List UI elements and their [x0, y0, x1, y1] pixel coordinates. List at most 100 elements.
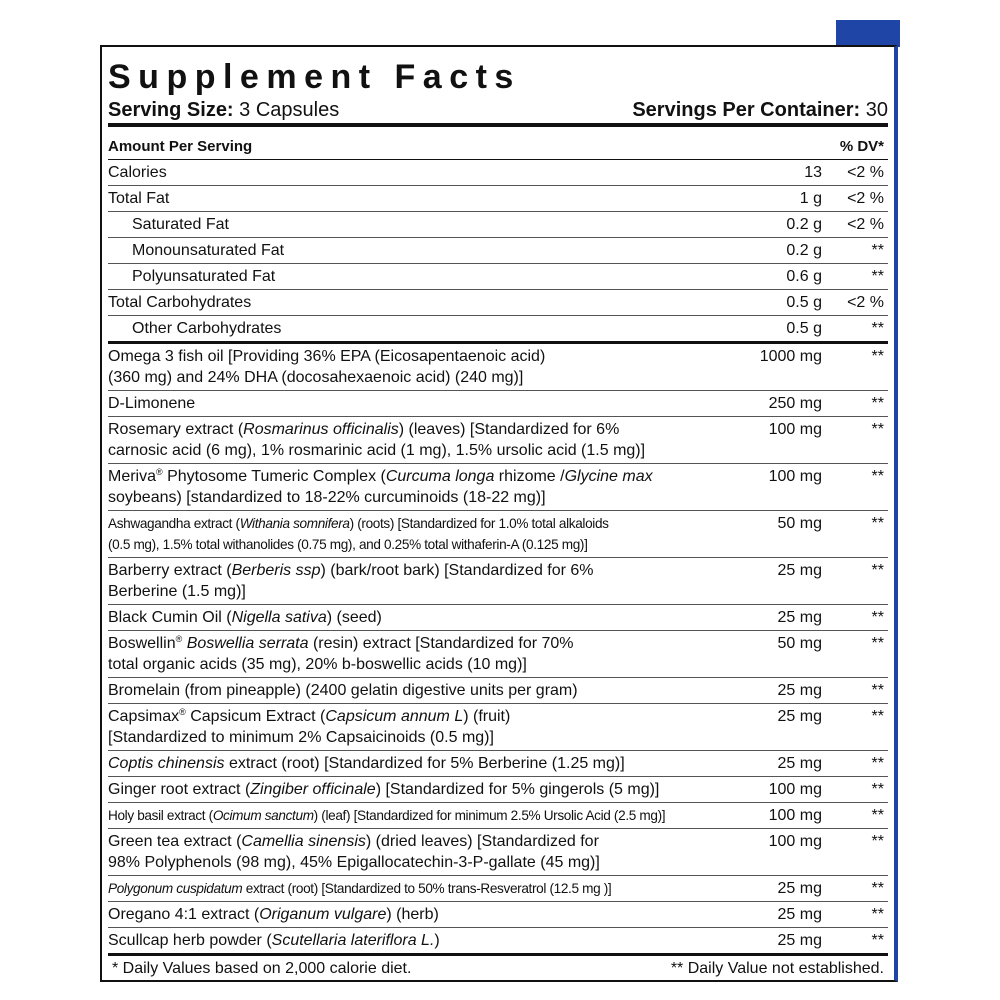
ingredient-dv: **: [871, 468, 884, 485]
ingredient-name: Coptis chinensis extract (root) [Standar…: [108, 753, 712, 774]
ingredient-line: (0.5 mg), 1.5% total withanolides (0.75 …: [108, 534, 712, 555]
text-segment: Berberine (1.5 mg)]: [108, 583, 246, 600]
serving-info: Serving Size: 3 Capsules Servings Per Co…: [108, 97, 888, 127]
ingredient-line: Black Cumin Oil (Nigella sativa) (seed): [108, 607, 712, 628]
nutrient-dv: **: [871, 268, 884, 285]
text-segment: Capsicum Extract (: [185, 708, 326, 725]
ingredient-amount: 25 mg: [777, 562, 822, 579]
latin-name: Capsicum annum L: [325, 708, 464, 725]
ingredient-row: D-Limonene 250 mg **: [108, 391, 888, 417]
ingredient-line: soybeans) [standardized to 18-22% curcum…: [108, 487, 712, 508]
ingredient-name: D-Limonene: [108, 393, 712, 414]
ingredient-line: Meriva® Phytosome Tumeric Complex (Curcu…: [108, 466, 712, 487]
ingredient-amount: 100 mg: [768, 468, 822, 485]
ingredient-line: Rosemary extract (Rosmarinus officinalis…: [108, 419, 712, 440]
ingredient-line: Omega 3 fish oil [Providing 36% EPA (Eic…: [108, 346, 712, 367]
latin-name: Boswellia serrata: [186, 635, 309, 652]
title: Supplement Facts: [108, 58, 521, 96]
ingredient-line: Ashwagandha extract (Withania somnifera)…: [108, 513, 712, 534]
ingredient-amount: 250 mg: [768, 395, 822, 412]
text-segment: soybeans) [standardized to 18-22% curcum…: [108, 489, 546, 506]
servings-label: Servings Per Container:: [632, 99, 861, 121]
text-segment: ) (roots) [Standardized for 1.0% total a…: [349, 516, 609, 531]
ingredient-row: Oregano 4:1 extract (Origanum vulgare) (…: [108, 902, 888, 928]
ingredient-amount: 25 mg: [777, 682, 822, 699]
nutrient-name: Polyunsaturated Fat: [132, 268, 276, 285]
ingredient-name: Capsimax® Capsicum Extract (Capsicum ann…: [108, 706, 712, 748]
text-segment: extract (root) [Standardized for 5% Berb…: [224, 755, 625, 772]
text-segment: rhizome /: [494, 468, 565, 485]
latin-name: Polygonum cuspidatum: [108, 881, 243, 896]
rows: Calories 13 <2 % Total Fat 1 g <2 % Saturated …: [108, 160, 888, 956]
nutrient-row: Calories 13 <2 %: [108, 160, 888, 186]
ingredient-amount: 25 mg: [777, 609, 822, 626]
ingredient-line: Oregano 4:1 extract (Origanum vulgare) (…: [108, 904, 712, 925]
nutrient-dv: **: [871, 242, 884, 259]
ingredient-row: Ashwagandha extract (Withania somnifera)…: [108, 511, 888, 558]
ingredient-name: Black Cumin Oil (Nigella sativa) (seed): [108, 607, 712, 628]
nutrient-name: Saturated Fat: [132, 216, 229, 233]
text-segment: Ginger root extract (: [108, 781, 251, 798]
serving-size-value: 3 Capsules: [239, 99, 340, 121]
nutrient-name: Calories: [108, 164, 167, 181]
ingredient-line: Polygonum cuspidatum extract (root) [Sta…: [108, 878, 712, 899]
serving-size: Serving Size: 3 Capsules: [108, 97, 339, 123]
ingredient-amount: 100 mg: [768, 421, 822, 438]
ingredient-dv: **: [871, 348, 884, 365]
nutrient-dv: <2 %: [847, 216, 884, 233]
ingredient-name: Holy basil extract (Ocimum sanctum) (lea…: [108, 805, 712, 826]
nutrient-amount: 0.2 g: [786, 216, 822, 233]
text-segment: Scullcap herb powder (: [108, 932, 272, 949]
latin-name: Berberis ssp: [231, 562, 321, 579]
ingredient-row: Bromelain (from pineapple) (2400 gelatin…: [108, 678, 888, 704]
ingredient-name: Ginger root extract (Zingiber officinale…: [108, 779, 712, 800]
ingredient-row: Meriva® Phytosome Tumeric Complex (Curcu…: [108, 464, 888, 511]
ingredient-row: Boswellin® Boswellia serrata (resin) ext…: [108, 631, 888, 678]
text-segment: carnosic acid (6 mg), 1% rosmarinic acid…: [108, 442, 646, 459]
ingredient-amount: 25 mg: [777, 932, 822, 949]
dv-header: % DV*: [839, 138, 884, 155]
ingredient-amount: 1000 mg: [759, 348, 822, 365]
ingredient-dv: **: [871, 755, 884, 772]
ingredient-line: Green tea extract (Camellia sinensis) (d…: [108, 831, 712, 852]
nutrient-amount: 0.6 g: [786, 268, 822, 285]
text-segment: (360 mg) and 24% DHA (docosahexaenoic ac…: [108, 369, 524, 386]
ingredient-amount: 50 mg: [777, 635, 822, 652]
ingredient-dv: **: [871, 609, 884, 626]
latin-name: Curcuma longa: [385, 468, 495, 485]
ingredient-amount: 25 mg: [777, 755, 822, 772]
ingredient-name: Polygonum cuspidatum extract (root) [Sta…: [108, 878, 712, 899]
nutrient-row: Monounsaturated Fat 0.2 g **: [108, 238, 888, 264]
ingredient-name: Omega 3 fish oil [Providing 36% EPA (Eic…: [108, 346, 712, 388]
ingredient-name: Rosemary extract (Rosmarinus officinalis…: [108, 419, 712, 461]
latin-name: Withania somnifera: [239, 516, 350, 531]
latin-name: Nigella sativa: [231, 609, 327, 626]
latin-name: Scutellaria lateriflora L.: [271, 932, 435, 949]
ingredient-line: Ginger root extract (Zingiber officinale…: [108, 779, 712, 800]
footer: * Daily Values based on 2,000 calorie di…: [108, 956, 888, 982]
ingredient-line: Scullcap herb powder (Scutellaria lateri…: [108, 930, 712, 951]
nutrient-amount: 1 g: [799, 190, 822, 207]
ingredient-line: Coptis chinensis extract (root) [Standar…: [108, 753, 712, 774]
text-segment: ) (bark/root bark) [Standardized for 6%: [320, 562, 594, 579]
text-segment: ) (seed): [326, 609, 382, 626]
latin-name: Coptis chinensis: [108, 755, 225, 772]
ingredient-dv: **: [871, 515, 884, 532]
latin-name: Rosmarinus officinalis: [243, 421, 399, 438]
text-segment: 98% Polyphenols (98 mg), 45% Epigallocat…: [108, 854, 600, 871]
nutrient-name: Total Carbohydrates: [108, 294, 252, 311]
nutrient-dv: <2 %: [847, 294, 884, 311]
nutrient-amount: 0.5 g: [786, 294, 822, 311]
latin-name: Camellia sinensis: [241, 833, 366, 850]
text-segment: ): [434, 932, 440, 949]
ingredient-name: Meriva® Phytosome Tumeric Complex (Curcu…: [108, 466, 712, 508]
text-segment: Omega 3 fish oil [Providing 36% EPA (Eic…: [108, 348, 546, 365]
ingredient-line: D-Limonene: [108, 393, 712, 414]
nutrient-amount: 13: [804, 164, 822, 181]
ingredient-name: Oregano 4:1 extract (Origanum vulgare) (…: [108, 904, 712, 925]
latin-name: Zingiber officinale: [250, 781, 376, 798]
footer-right: ** Daily Value not established.: [670, 960, 884, 977]
nutrient-row: Polyunsaturated Fat 0.6 g **: [108, 264, 888, 290]
text-segment: Capsimax: [108, 708, 180, 725]
